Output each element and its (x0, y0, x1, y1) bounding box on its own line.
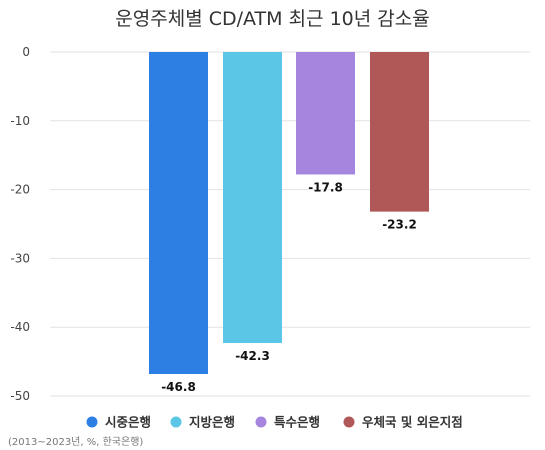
legend-marker (86, 416, 98, 428)
y-tick-label: -40 (10, 320, 30, 334)
y-tick-label: 0 (22, 45, 30, 59)
legend-label: 우체국 및 외은지점 (362, 415, 463, 430)
bar (223, 52, 282, 344)
y-tick-label: -20 (10, 183, 30, 197)
legend-marker (255, 416, 267, 428)
data-label: -42.3 (235, 349, 270, 363)
bar (149, 52, 208, 374)
bar (296, 52, 355, 175)
chart-title: 운영주체별 CD/ATM 최근 10년 감소율 (115, 8, 430, 30)
data-label: -23.2 (382, 218, 417, 232)
legend-marker (343, 416, 355, 428)
legend-label: 지방은행 (189, 415, 235, 430)
y-tick-label: -10 (10, 114, 30, 128)
source-note: (2013~2023년, %, 한국은행) (8, 437, 144, 448)
y-tick-label: -30 (10, 251, 30, 265)
data-label: -17.8 (308, 180, 343, 194)
y-tick-label: -50 (10, 389, 30, 403)
legend-marker (170, 416, 182, 428)
bar (370, 52, 429, 212)
legend-label: 시중은행 (105, 415, 151, 430)
data-label: -46.8 (161, 380, 196, 394)
legend-label: 특수은행 (274, 415, 320, 430)
